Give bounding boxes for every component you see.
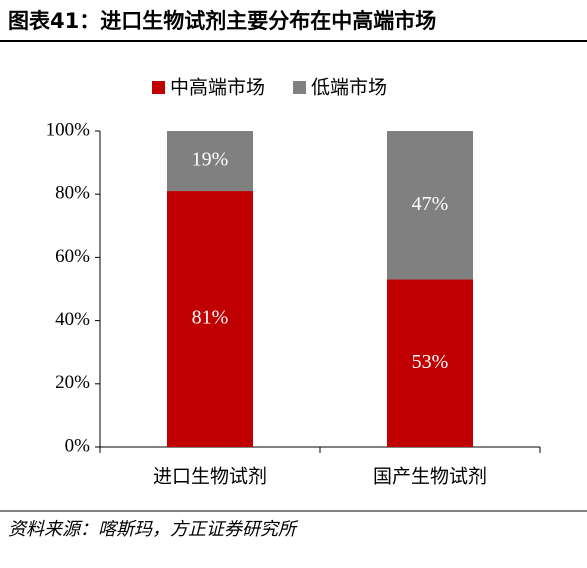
chart-title: 图表41：进口生物试剂主要分布在中高端市场 xyxy=(8,9,436,33)
x-tick-label: 国产生物试剂 xyxy=(373,466,487,488)
value-label: 47% xyxy=(412,193,449,215)
legend-swatch xyxy=(293,81,307,94)
bar-segment xyxy=(387,279,473,447)
value-label: 53% xyxy=(412,351,449,373)
y-tick-label: 60% xyxy=(55,246,90,267)
source: 资料来源：喀斯玛，方正证券研究所 xyxy=(8,519,299,540)
bar-segment xyxy=(167,131,253,192)
y-tick-label: 80% xyxy=(55,183,90,204)
bar-segment xyxy=(167,191,253,447)
legend-label: 中高端市场 xyxy=(170,77,265,99)
value-label: 81% xyxy=(192,307,229,329)
y-tick-label: 0% xyxy=(65,435,91,456)
bar-segment xyxy=(387,131,473,280)
y-tick-label: 100% xyxy=(46,119,91,140)
value-label: 19% xyxy=(192,149,229,171)
y-tick-label: 20% xyxy=(55,372,90,393)
legend-swatch xyxy=(152,81,165,94)
y-tick-label: 40% xyxy=(55,309,90,330)
legend-label: 低端市场 xyxy=(311,77,387,99)
x-tick-label: 进口生物试剂 xyxy=(153,466,267,488)
